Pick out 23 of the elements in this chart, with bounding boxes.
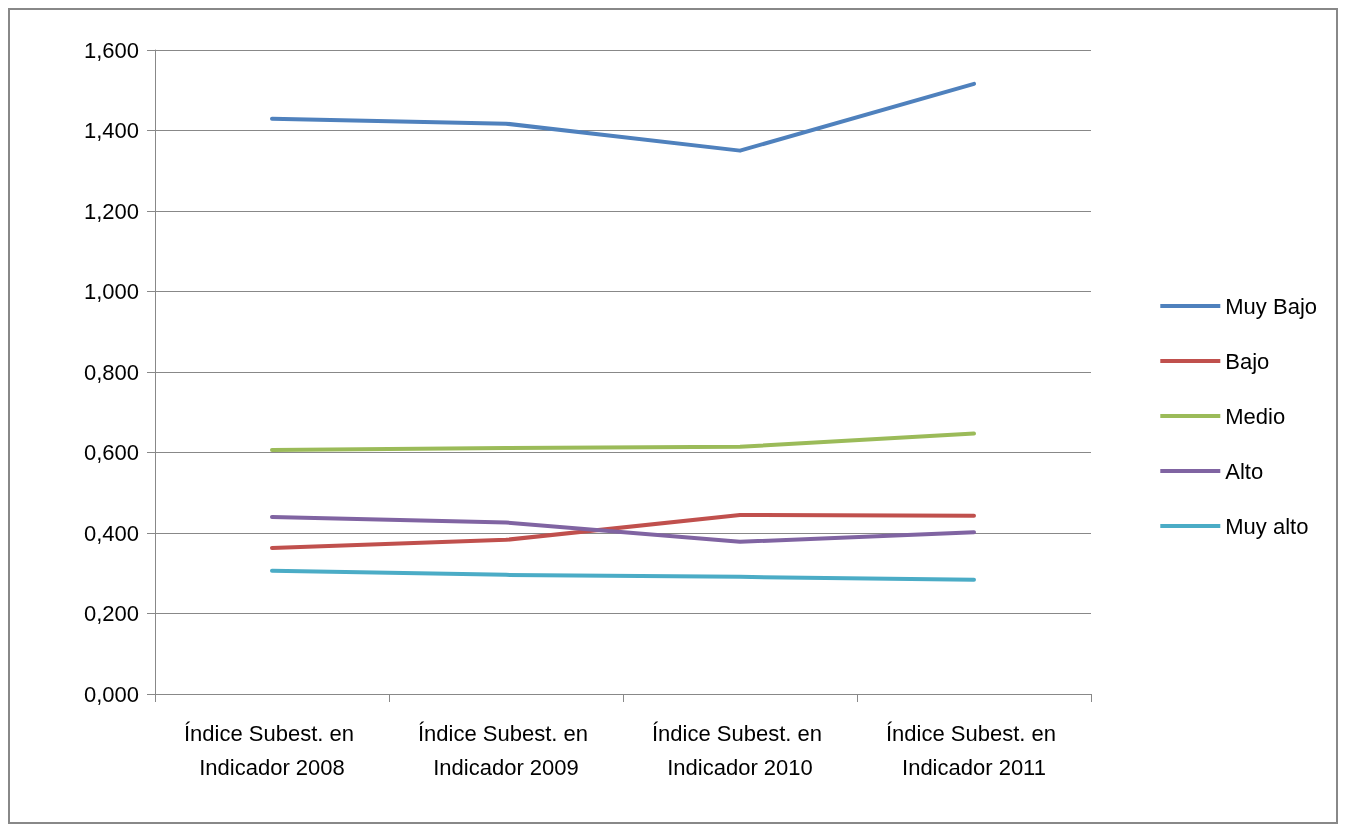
line-series (270, 512, 976, 550)
y-tick-label: 0,000 (83, 681, 139, 707)
line-series (270, 568, 976, 582)
x-tick-label: Índice Subest. en Indicador 2011 (885, 720, 1063, 780)
line-series (270, 431, 976, 453)
y-tick-label: 0,800 (83, 359, 139, 385)
line-series (270, 514, 976, 544)
line-series (270, 81, 976, 153)
y-tick-label: 1,600 (83, 37, 139, 63)
legend-label: Medio (1225, 403, 1286, 429)
x-tick-label: Índice Subest. en Indicador 2008 (183, 720, 361, 780)
x-tick-label: Índice Subest. en Indicador 2009 (417, 720, 595, 780)
legend-label: Muy alto (1225, 513, 1309, 539)
y-tick-label: 0,400 (83, 520, 139, 546)
y-tick-label: 0,200 (83, 601, 139, 626)
y-tick-label: 1,200 (83, 198, 139, 224)
y-tick-label: 1,000 (83, 279, 139, 304)
legend-label: Muy Bajo (1225, 293, 1318, 319)
legend-label: Bajo (1225, 348, 1270, 374)
y-tick-label: 0,600 (83, 440, 139, 465)
y-tick-label: 1,400 (83, 118, 139, 143)
x-tick-label: Índice Subest. en Indicador 2010 (651, 720, 829, 780)
legend-label: Alto (1225, 458, 1264, 484)
